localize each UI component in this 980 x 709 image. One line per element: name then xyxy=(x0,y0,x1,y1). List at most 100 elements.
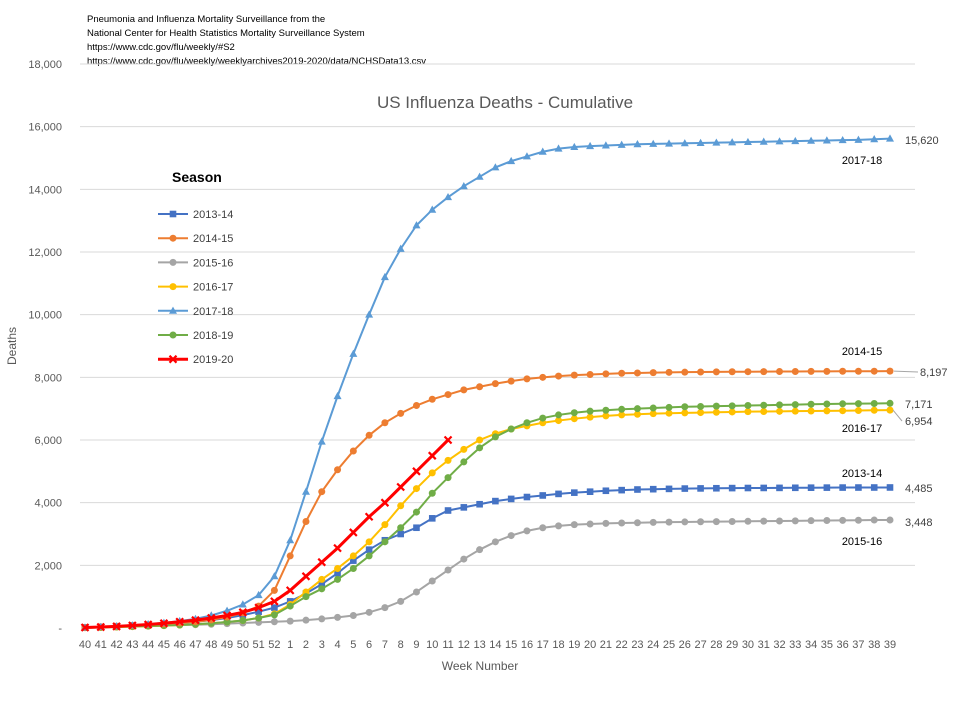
data-point-2017-18 xyxy=(522,152,531,160)
y-tick-label: 8,000 xyxy=(34,372,62,384)
x-tick-label: 42 xyxy=(110,639,122,651)
data-point-2018-19 xyxy=(270,611,278,619)
data-point-2019-20 xyxy=(333,543,342,553)
data-point-2019-20 xyxy=(159,619,169,628)
data-point-2013-14 xyxy=(839,484,846,491)
x-tick-label: 21 xyxy=(600,639,612,651)
x-tick-label: 25 xyxy=(663,639,675,651)
data-point-2014-15 xyxy=(854,367,862,375)
x-tick-label: 34 xyxy=(805,639,817,651)
end-value-2016-17: 6,954 xyxy=(905,416,933,428)
x-tick-label: 28 xyxy=(710,639,722,651)
legend-item-2017-18: 2017-18 xyxy=(158,306,233,318)
legend-swatch-marker xyxy=(169,283,177,291)
data-point-2019-20 xyxy=(270,597,279,606)
x-tick-label: 10 xyxy=(426,639,438,651)
data-point-2015-16 xyxy=(507,532,515,540)
data-point-2014-15 xyxy=(476,383,484,391)
data-point-2019-20 xyxy=(254,603,263,612)
data-point-2018-19 xyxy=(728,402,736,410)
data-point-2018-19 xyxy=(791,401,799,409)
y-axis-ticks: - 2,000 4,000 6,000 8,000 10,000 12,000 14,000 1… xyxy=(28,59,62,635)
data-point-2013-14 xyxy=(539,492,547,499)
end-annotations: 2013-14 4,485 2014-15 8,197 2015-16 3,448 2016… xyxy=(842,135,948,548)
data-point-2015-16 xyxy=(776,517,784,525)
data-point-2013-14 xyxy=(492,497,499,505)
data-point-2015-16 xyxy=(807,517,815,525)
data-point-2013-14 xyxy=(318,580,326,588)
data-point-2017-18 xyxy=(444,192,453,201)
end-label-2013-14: 2013-14 xyxy=(842,468,882,480)
legend-swatch-marker xyxy=(169,210,177,218)
x-tick-label: 43 xyxy=(126,639,138,651)
data-point-2016-17 xyxy=(854,407,862,415)
data-point-2016-17 xyxy=(791,407,799,415)
x-tick-label: 27 xyxy=(694,639,706,651)
data-point-2013-14 xyxy=(365,546,373,553)
data-point-2015-16 xyxy=(791,517,799,525)
data-point-2019-20 xyxy=(143,620,153,629)
data-point-2018-19 xyxy=(839,400,847,408)
data-point-2018-19 xyxy=(412,508,420,516)
data-point-2018-19 xyxy=(712,402,720,410)
data-point-2013-14 xyxy=(571,489,578,496)
end-value-2014-15: 8,197 xyxy=(920,367,948,379)
x-tick-label: 18 xyxy=(552,639,564,651)
data-point-2014-15 xyxy=(602,370,610,378)
x-tick-label: 19 xyxy=(568,639,580,651)
data-point-2019-20 xyxy=(206,613,216,623)
data-point-2015-16 xyxy=(397,597,405,605)
data-point-2014-15 xyxy=(681,368,689,376)
data-point-2017-18 xyxy=(333,391,342,400)
data-point-2015-16 xyxy=(444,566,452,574)
data-point-2018-19 xyxy=(334,575,342,583)
data-point-2015-16 xyxy=(365,608,373,616)
source-line-1: Pneumonia and Influenza Mortality Survei… xyxy=(87,14,325,25)
data-point-2017-18 xyxy=(822,136,831,144)
data-point-2016-17 xyxy=(412,485,420,493)
data-point-2013-14 xyxy=(413,524,420,532)
legend-item-2018-19: 2018-19 xyxy=(158,330,233,342)
data-point-2015-16 xyxy=(649,518,657,526)
data-point-2018-19 xyxy=(397,524,405,532)
data-point-2013-14 xyxy=(523,493,531,501)
data-point-2014-15 xyxy=(270,586,278,594)
data-point-2016-17 xyxy=(349,552,357,560)
data-point-2016-17 xyxy=(586,413,594,421)
series-line-2013-14 xyxy=(84,486,891,629)
data-point-2018-19 xyxy=(255,614,263,622)
y-axis-label: Deaths xyxy=(5,327,19,365)
data-point-2013-14 xyxy=(807,484,815,491)
data-point-2013-14 xyxy=(681,485,689,492)
data-point-2013-14 xyxy=(760,484,768,492)
end-label-2014-15: 2014-15 xyxy=(842,346,882,358)
data-point-2018-19 xyxy=(776,401,784,409)
data-point-2014-15 xyxy=(618,369,626,377)
data-point-2016-17 xyxy=(381,521,389,529)
data-point-2017-18 xyxy=(680,139,689,147)
data-point-2016-17 xyxy=(397,502,405,510)
data-point-2018-19 xyxy=(649,404,657,412)
data-point-2017-18 xyxy=(301,487,310,495)
data-point-2014-15 xyxy=(412,402,420,410)
x-tick-label: 48 xyxy=(205,639,217,651)
data-point-2013-14 xyxy=(649,485,657,493)
data-point-2014-15 xyxy=(886,367,894,375)
y-tick-label: - xyxy=(58,623,62,635)
data-point-2018-19 xyxy=(555,411,563,419)
data-point-2017-18 xyxy=(412,221,421,229)
data-point-2018-19 xyxy=(760,401,768,409)
x-tick-label: 8 xyxy=(398,639,404,651)
y-tick-label: 2,000 xyxy=(34,560,62,572)
data-point-2015-16 xyxy=(602,519,610,527)
data-point-2015-16 xyxy=(570,521,578,529)
data-point-2015-16 xyxy=(586,520,594,528)
data-point-2015-16 xyxy=(728,517,736,525)
x-tick-label: 52 xyxy=(268,639,280,651)
data-point-2017-18 xyxy=(649,139,658,147)
data-point-2017-18 xyxy=(554,144,563,152)
data-point-2018-19 xyxy=(586,407,594,415)
gridlines xyxy=(80,63,915,566)
x-tick-label: 20 xyxy=(584,639,596,651)
data-point-2017-18 xyxy=(775,137,784,145)
